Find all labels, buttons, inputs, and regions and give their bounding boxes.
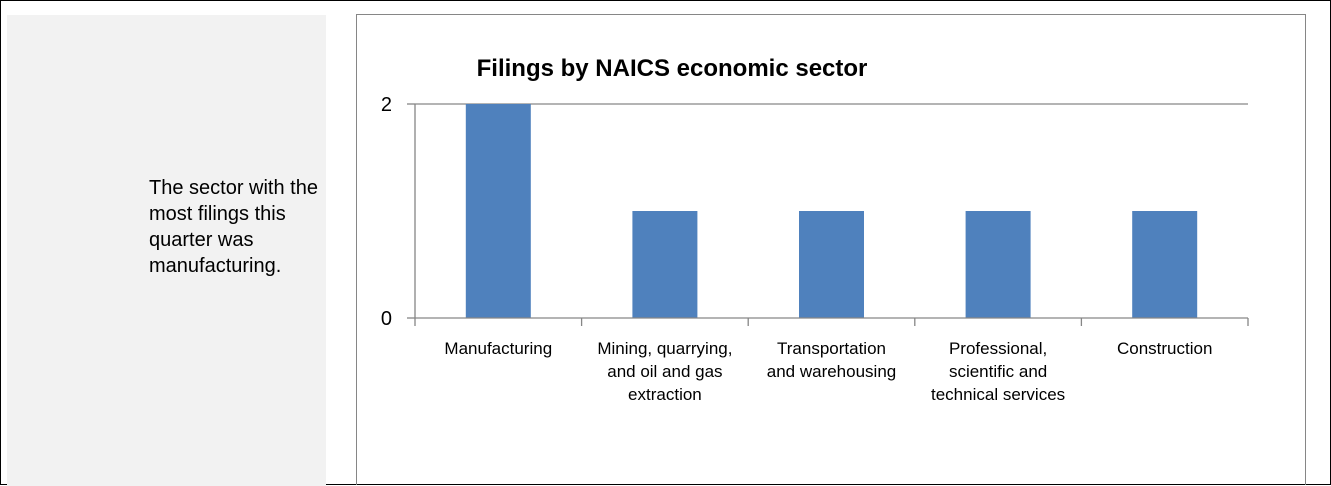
category-labels: Manufacturing Mining, quarrying, and oil a… [444,339,1212,404]
bar [1132,211,1198,318]
bar [965,211,1031,318]
bar [632,211,698,318]
category-label: Transportation and warehousing [767,339,896,381]
chart-title: Filings by NAICS economic sector [477,55,868,82]
category-label: Manufacturing [444,339,552,358]
y-tick-label: 2 [381,94,392,116]
bars [465,104,1198,318]
y-tick-label: 0 [381,308,392,330]
category-label: Professional, scientific and technical ser… [931,339,1065,404]
y-tick-labels: 02 [381,94,392,330]
category-label: Construction [1117,339,1212,358]
summary-text: The sector with the most filings this qu… [149,177,318,277]
category-label: Mining, quarrying, and oil and gas extract… [597,339,732,404]
axes [407,103,1249,326]
summary-panel: The sector with the most filings this qu… [7,15,326,486]
bar [465,104,531,318]
bar [799,211,864,318]
chart-container [356,14,1306,485]
